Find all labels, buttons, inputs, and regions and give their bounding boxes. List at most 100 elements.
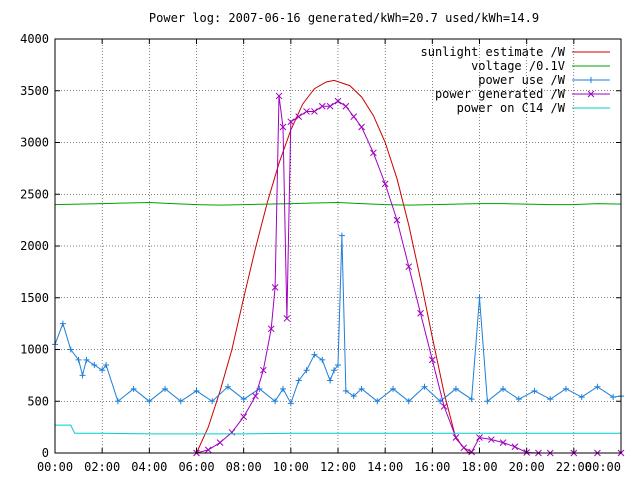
data-point (358, 123, 365, 131)
data-point (393, 216, 401, 224)
data-point (287, 400, 294, 407)
data-point (428, 356, 436, 364)
x-tick-label: 04:00 (131, 460, 167, 474)
data-point (335, 362, 341, 369)
y-tick-label: 500 (27, 394, 49, 408)
x-tick-label: 08:00 (226, 460, 262, 474)
data-point (114, 398, 121, 405)
data-point (162, 385, 169, 392)
x-tick-label: 02:00 (84, 460, 120, 474)
data-point (67, 346, 74, 353)
legend-entry: sunlight estimate /W (421, 45, 610, 59)
legend-entry: voltage /0.1V (471, 59, 610, 73)
data-point (417, 309, 424, 317)
data-point (130, 385, 137, 392)
data-point (193, 387, 200, 394)
data-point (303, 108, 310, 115)
data-point (350, 113, 358, 120)
data-point (259, 366, 267, 374)
x-tick-label: 00:00 (585, 460, 621, 474)
y-tick-label: 1000 (20, 343, 49, 357)
data-point (374, 398, 381, 405)
data-point (59, 320, 66, 327)
data-point (350, 393, 357, 400)
y-tick-label: 2500 (20, 187, 49, 201)
data-point (500, 385, 507, 392)
data-point (224, 383, 231, 390)
x-tick-label: 06:00 (178, 460, 214, 474)
data-point (437, 398, 444, 405)
data-point (476, 294, 483, 301)
legend-marker (587, 90, 595, 98)
data-point (216, 439, 224, 447)
data-point (103, 362, 110, 369)
data-point (311, 351, 318, 358)
data-point (547, 396, 554, 403)
data-point (562, 385, 569, 392)
y-tick-label: 1500 (20, 291, 49, 305)
data-point (440, 403, 448, 410)
legend-entry: power on C14 /W (457, 101, 610, 115)
data-point (499, 439, 507, 447)
data-point (487, 436, 495, 443)
data-point (146, 398, 153, 405)
data-point (303, 367, 310, 374)
data-point (204, 446, 212, 454)
data-point (452, 434, 460, 441)
series-line (196, 95, 621, 454)
x-tick-label: 16:00 (414, 460, 450, 474)
data-point (177, 398, 184, 405)
data-point (484, 398, 491, 405)
data-point (460, 444, 468, 452)
data-point (511, 443, 519, 451)
y-tick-label: 2000 (20, 239, 49, 253)
x-tick-label: 00:00 (37, 460, 73, 474)
data-point (334, 97, 342, 105)
data-point (319, 356, 326, 363)
data-point (405, 263, 413, 271)
data-point (342, 102, 350, 110)
data-point (287, 118, 295, 126)
data-point (318, 102, 326, 110)
legend-label: power use /W (478, 73, 565, 87)
data-point (421, 383, 428, 390)
y-tick-label: 0 (42, 446, 49, 460)
data-point (338, 232, 345, 239)
data-point (279, 123, 287, 131)
data-point (271, 284, 279, 291)
data-point (252, 392, 259, 400)
chart-title: Power log: 2007-06-16 generated/kWh=20.7… (149, 11, 539, 25)
data-point (610, 394, 617, 401)
data-point (452, 385, 459, 392)
y-tick-label: 3000 (20, 136, 49, 150)
grid-lines (55, 39, 621, 453)
series-1 (54, 201, 622, 206)
x-tick-label: 20:00 (509, 460, 545, 474)
y-tick-label: 4000 (20, 32, 49, 46)
legend-label: power on C14 /W (457, 101, 566, 115)
data-point (331, 367, 338, 374)
series-0 (196, 79, 474, 454)
data-point (272, 398, 279, 405)
legend-marker (588, 77, 594, 83)
data-point (75, 356, 82, 363)
data-point (209, 398, 216, 405)
data-point (83, 356, 90, 363)
data-point (578, 394, 585, 401)
data-point (594, 383, 601, 390)
x-tick-label: 12:00 (320, 460, 356, 474)
data-point (283, 315, 291, 322)
data-point (91, 362, 98, 369)
data-point (311, 108, 318, 115)
data-point (370, 149, 377, 157)
data-point (468, 396, 475, 403)
data-point (99, 367, 106, 374)
data-point (295, 377, 302, 384)
x-tick-label: 14:00 (367, 460, 403, 474)
data-point (390, 385, 397, 392)
data-point (267, 325, 275, 333)
series-line (196, 79, 474, 454)
axis-ticks: 0 500 1000 1500 2000 2500 3000 3500 4000 00:00 02:… (20, 32, 622, 474)
